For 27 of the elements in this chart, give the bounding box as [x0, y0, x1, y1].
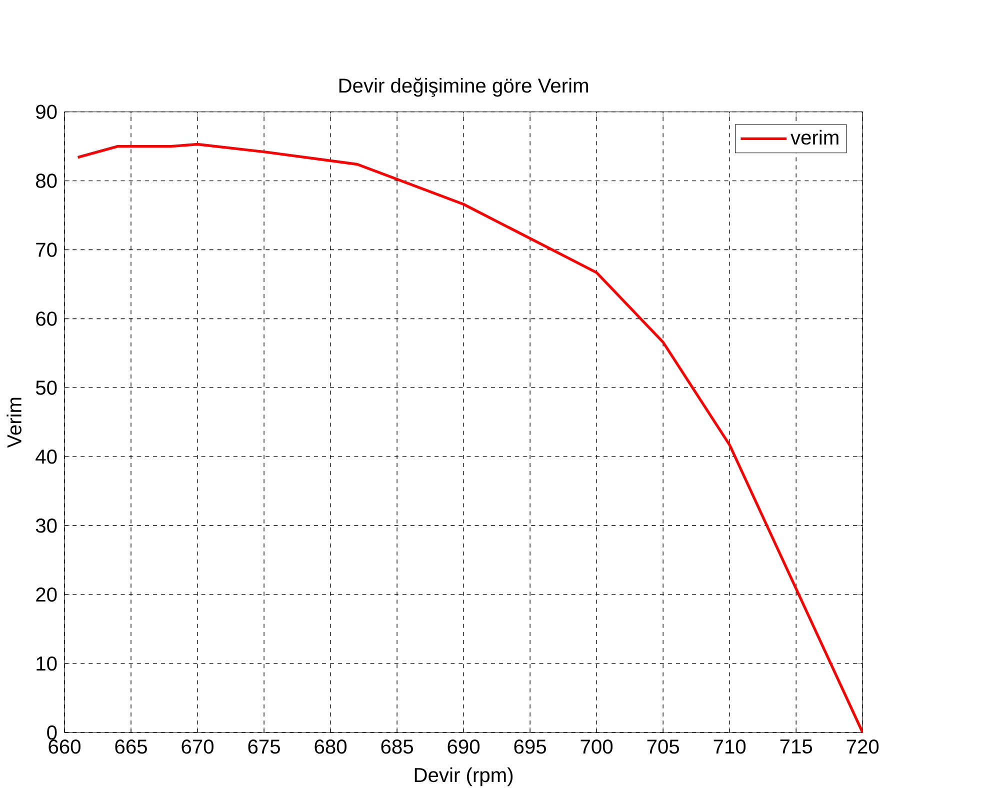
x-tick-label: 665: [115, 740, 147, 754]
x-tick-label: 680: [314, 740, 347, 754]
x-tick-label: 670: [182, 740, 214, 754]
legend-label: verim: [790, 130, 838, 145]
y-tick-label: 10: [36, 656, 57, 671]
x-tick-label: 685: [381, 740, 413, 754]
x-tick-label: 715: [780, 740, 812, 754]
x-tick-label: 695: [514, 740, 546, 754]
x-tick-label: 710: [714, 740, 746, 754]
y-tick-label: 40: [36, 450, 57, 464]
y-axis-title: Verim: [6, 398, 22, 448]
y-tick-label: 50: [36, 380, 57, 395]
x-tick-label: 700: [580, 740, 613, 754]
y-tick-label: 70: [36, 242, 57, 257]
y-tick-label: 60: [36, 312, 57, 326]
chart-title: Devir değişimine göre Verim: [339, 78, 588, 97]
x-tick-label: 660: [48, 740, 80, 754]
x-tick-label: 720: [846, 740, 879, 754]
y-tick-label: 90: [36, 104, 57, 120]
y-tick-label: 80: [36, 174, 57, 188]
x-tick-label: 675: [248, 740, 280, 754]
x-tick-label: 690: [448, 740, 480, 754]
y-tick-label: 0: [47, 725, 57, 740]
y-tick-label: 30: [36, 518, 57, 533]
x-axis-title: Devir (rpm): [414, 767, 513, 786]
y-tick-label: 20: [36, 588, 57, 602]
x-tick-label: 705: [647, 740, 680, 754]
